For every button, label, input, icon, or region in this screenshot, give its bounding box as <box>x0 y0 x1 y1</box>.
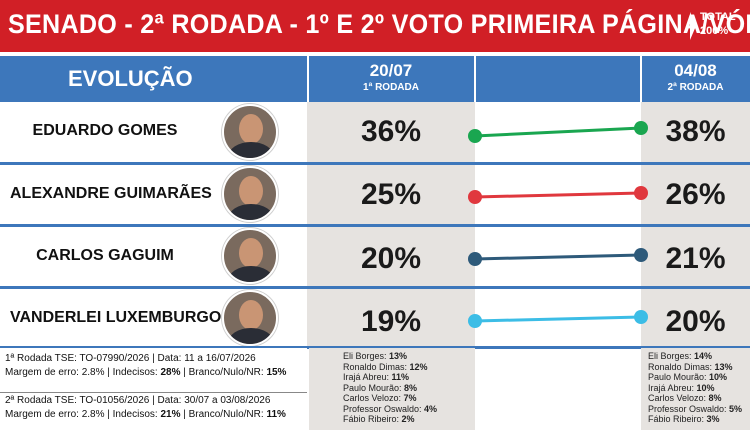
header-divider <box>307 56 309 102</box>
total-value: 200% <box>700 25 729 37</box>
first-round-date: 20/07 <box>369 61 413 80</box>
first-round-percent: 25% <box>360 178 422 211</box>
candidate-name: VANDERLEI LUXEMBURGO <box>10 309 222 326</box>
second-round-percent: 21% <box>665 242 726 275</box>
title-bar: SENADO - 2ª RODADA - 1º E 2º VOTO PRIMEI… <box>0 0 750 52</box>
second-round-point <box>634 121 648 135</box>
first-round-point <box>468 129 482 143</box>
first-round-header: 20/07 1ª RODADA <box>307 56 475 102</box>
evolution-header-middle <box>475 56 641 102</box>
footer-divider <box>0 392 307 393</box>
first-round-percent: 36% <box>360 115 422 148</box>
row-divider <box>0 162 750 165</box>
other-candidate-item: Ronaldo Dimas: 12% <box>343 361 428 372</box>
round1-registration: 1ª Rodada TSE: TO-07990/2026 | Data: 11 … <box>5 353 256 364</box>
other-candidate-item: Fábio Ribeiro: 2% <box>343 414 415 424</box>
row-divider <box>0 346 750 349</box>
other-candidates-round1: Eli Borges: 13% Ronaldo Dimas: 12% Irajá A… <box>309 348 475 430</box>
series-line <box>474 253 642 261</box>
first-round-point <box>468 190 482 204</box>
first-round-label: 1ª RODADA <box>363 82 419 93</box>
second-round-header: 04/08 2ª RODADA <box>641 56 750 102</box>
other-candidate-item: Paulo Mourão: 8% <box>343 382 418 393</box>
candidate-name: CARLOS GAGUIM <box>36 247 174 264</box>
candidate-photo <box>222 228 278 284</box>
candidate-name: EDUARDO GOMES <box>32 122 178 139</box>
other-candidate-item: Fábio Ribeiro: 3% <box>648 414 720 424</box>
round2-registration: 2ª Rodada TSE: TO-01056/2026 | Data: 30/… <box>5 395 271 406</box>
round1-note: 1ª Rodada TSE: TO-07990/2026 | Data: 11 … <box>5 352 286 380</box>
arrow-icon <box>690 12 696 40</box>
other-candidate-item: Irajá Abreu: 10% <box>648 382 715 393</box>
first-round-point <box>468 314 482 328</box>
round1-margin: Margem de erro: 2.8% | Indecisos: 28% | … <box>5 367 287 378</box>
methodology-notes: 1ª Rodada TSE: TO-07990/2026 | Data: 11 … <box>0 348 307 430</box>
candidate-name: ALEXANDRE GUIMARÃES <box>10 185 212 202</box>
other-candidate-item: Carlos Velozo: 7% <box>343 393 417 403</box>
candidate-photo <box>222 290 278 346</box>
other-candidate-item: Irajá Abreu: 11% <box>343 372 410 382</box>
evolution-label: EVOLUÇÃO <box>68 66 193 91</box>
second-round-point <box>634 310 648 324</box>
second-round-percent: 38% <box>665 115 726 148</box>
header-divider <box>474 56 476 102</box>
row-divider <box>0 286 750 289</box>
row-divider <box>0 224 750 227</box>
other-candidate-item: Professor Oswaldo: 5% <box>648 403 743 414</box>
other-candidate-item: Carlos Velozo: 8% <box>648 393 722 403</box>
other-candidate-item: Paulo Mourão: 10% <box>648 372 728 382</box>
other-candidate-item: Eli Borges: 14% <box>648 351 713 361</box>
evolution-chart <box>468 121 648 328</box>
second-round-percent: 26% <box>665 178 726 211</box>
page-title: SENADO - 2ª RODADA - 1º E 2º VOTO PRIMEI… <box>8 9 750 39</box>
second-round-date: 04/08 <box>674 61 717 80</box>
header-divider <box>640 56 642 102</box>
second-round-percent: 20% <box>665 305 726 338</box>
total-label: TOTAL <box>700 11 736 23</box>
series-line <box>474 315 642 323</box>
first-round-percent: 19% <box>360 305 422 338</box>
series-line <box>474 126 642 138</box>
round2-margin: Margem de erro: 2.8% | Indecisos: 21% | … <box>5 409 286 420</box>
candidate-photo <box>222 104 278 160</box>
second-round-point <box>634 248 648 262</box>
second-round-point <box>634 186 648 200</box>
first-round-point <box>468 252 482 266</box>
other-candidates-round2: Eli Borges: 14% Ronaldo Dimas: 13% Paulo M… <box>641 348 750 430</box>
second-round-label: 2ª RODADA <box>667 82 724 93</box>
other-candidate-item: Professor Oswaldo: 4% <box>343 403 438 414</box>
total-badge: TOTAL 200% <box>700 10 748 38</box>
other-candidate-item: Ronaldo Dimas: 13% <box>648 361 733 372</box>
series-line <box>474 191 642 199</box>
first-round-percent: 20% <box>360 242 422 275</box>
candidate-photo <box>222 166 278 222</box>
round2-note: 2ª Rodada TSE: TO-01056/2026 | Data: 30/… <box>5 394 286 422</box>
other-candidate-item: Eli Borges: 13% <box>343 351 408 361</box>
evolution-header: EVOLUÇÃO <box>0 56 307 102</box>
